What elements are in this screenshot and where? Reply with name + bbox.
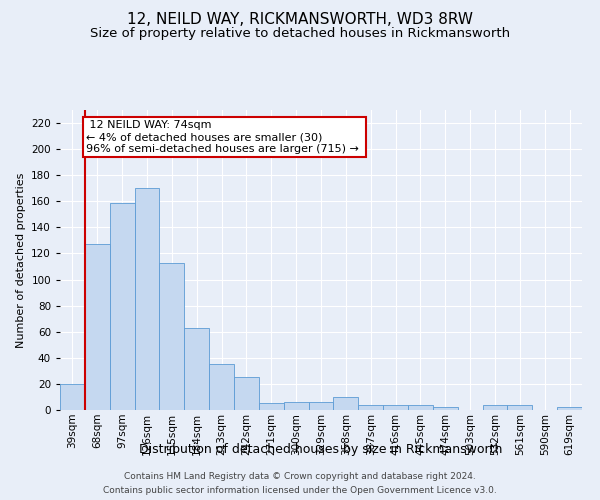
Bar: [110, 202, 134, 410]
Bar: [358, 405, 383, 410]
Bar: [209, 364, 234, 410]
Bar: [482, 405, 508, 410]
Y-axis label: Number of detached properties: Number of detached properties: [16, 172, 26, 348]
Bar: [234, 378, 259, 410]
Bar: [134, 188, 160, 410]
Text: Contains public sector information licensed under the Open Government Licence v3: Contains public sector information licen…: [103, 486, 497, 495]
Bar: [85, 244, 110, 410]
Bar: [60, 384, 85, 410]
Bar: [334, 397, 358, 410]
Bar: [184, 328, 209, 410]
Bar: [408, 405, 433, 410]
Bar: [259, 404, 284, 410]
Text: Contains HM Land Registry data © Crown copyright and database right 2024.: Contains HM Land Registry data © Crown c…: [124, 472, 476, 481]
Bar: [508, 405, 532, 410]
Bar: [557, 408, 582, 410]
Bar: [383, 405, 408, 410]
Text: Size of property relative to detached houses in Rickmansworth: Size of property relative to detached ho…: [90, 28, 510, 40]
Bar: [433, 408, 458, 410]
Text: 12 NEILD WAY: 74sqm
← 4% of detached houses are smaller (30)
96% of semi-detache: 12 NEILD WAY: 74sqm ← 4% of detached hou…: [86, 120, 362, 154]
Bar: [284, 402, 308, 410]
Text: Distribution of detached houses by size in Rickmansworth: Distribution of detached houses by size …: [139, 442, 503, 456]
Text: 12, NEILD WAY, RICKMANSWORTH, WD3 8RW: 12, NEILD WAY, RICKMANSWORTH, WD3 8RW: [127, 12, 473, 28]
Bar: [160, 262, 184, 410]
Bar: [308, 402, 334, 410]
